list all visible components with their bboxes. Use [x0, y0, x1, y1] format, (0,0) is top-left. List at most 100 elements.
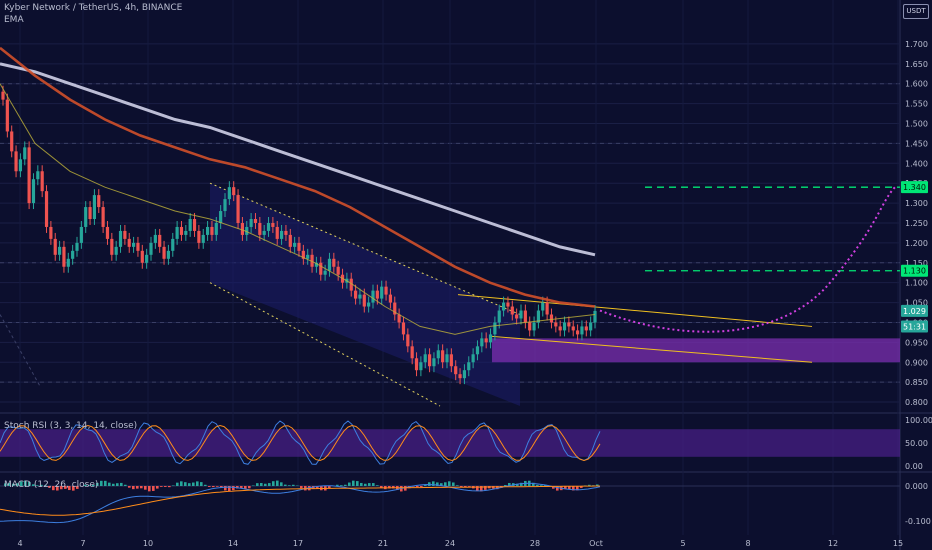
macd-histogram-bar [152, 486, 155, 491]
candle-body [227, 187, 231, 200]
candle-body [454, 366, 458, 375]
candle-body [541, 302, 545, 311]
candle-body [158, 234, 162, 247]
macd-signal-line [0, 485, 600, 516]
candle-body [49, 226, 53, 239]
price-label-text: 1.130 [903, 267, 926, 276]
candle-body [449, 354, 453, 367]
candle-body [1, 91, 5, 100]
macd-histogram-bar [120, 482, 123, 486]
macd-histogram-bar [380, 486, 383, 489]
macd-histogram-bar [288, 485, 291, 486]
candle-body [314, 262, 319, 267]
candle-body [14, 151, 18, 172]
candle-body [118, 230, 123, 247]
macd-histogram-bar [180, 481, 183, 486]
macd-histogram-bar [588, 484, 591, 486]
macd-histogram-bar [580, 486, 583, 488]
candle-body [423, 354, 427, 363]
candle-body [580, 326, 584, 335]
ema-line [0, 46, 596, 308]
candle-body [401, 322, 406, 335]
macd-histogram-bar [372, 483, 375, 486]
candle-body [219, 211, 223, 223]
macd-histogram-bar [148, 486, 151, 492]
candle-body [271, 222, 275, 227]
macd-histogram-bar [44, 485, 47, 486]
macd-histogram-bar [420, 486, 423, 488]
stoch-tick-label: 100.00 [905, 416, 932, 425]
candle-body [475, 346, 480, 355]
macd-histogram-bar [268, 483, 271, 486]
candle-body [110, 238, 114, 255]
price-tick-label: 1.100 [905, 279, 928, 288]
macd-histogram-bar [144, 486, 147, 490]
macd-histogram-bar [264, 483, 267, 486]
macd-histogram-bar [16, 483, 19, 486]
candle-body [127, 238, 131, 247]
candle-body [414, 358, 419, 371]
macd-histogram-bar [392, 486, 395, 489]
channel-upper [209, 182, 521, 315]
macd-histogram-bar [172, 485, 175, 486]
macd-histogram-bar [344, 484, 347, 486]
price-tick-label: 1.150 [905, 259, 928, 268]
stoch-band [0, 429, 900, 457]
macd-histogram-bar [496, 486, 499, 490]
x-tick-label: 8 [745, 539, 750, 548]
candle-body [36, 171, 40, 180]
macd-histogram-bar [480, 486, 483, 492]
macd-histogram-bar [140, 486, 143, 489]
price-tick-label: 1.250 [905, 219, 928, 228]
price-label-box [901, 181, 928, 194]
macd-histogram-bar [272, 481, 275, 486]
candle-body [188, 219, 192, 231]
macd-histogram-bar [36, 485, 39, 486]
candle-body [488, 334, 493, 343]
candle-body [18, 159, 23, 172]
candle-body [266, 222, 271, 231]
candle-body [545, 302, 549, 315]
candle-body [471, 354, 475, 363]
macd-tick-label: -0.100 [905, 517, 931, 526]
currency-button[interactable]: USDT [903, 4, 929, 19]
macd-histogram-bar [260, 483, 263, 486]
macd-tick-label: 0.000 [905, 482, 928, 491]
macd-histogram-bar [576, 486, 579, 491]
candle-body [397, 314, 401, 323]
candle-body [101, 207, 105, 227]
macd-histogram-bar [564, 486, 567, 489]
candle-body [88, 207, 92, 219]
price-tick-label: 0.950 [905, 338, 928, 347]
candle-body [367, 302, 371, 307]
macd-histogram-bar [208, 486, 211, 487]
candle-body [53, 238, 57, 255]
price-label-text: 1.029 [903, 307, 926, 316]
macd-histogram-bar [336, 484, 339, 486]
candle-body [327, 258, 332, 271]
candle-body [131, 242, 136, 247]
candle-body [140, 250, 144, 263]
candle-body [149, 242, 153, 255]
candle-body [301, 250, 305, 259]
macd-histogram-bar [196, 481, 199, 486]
candle-body [123, 230, 127, 239]
candle-body [567, 322, 571, 327]
candle-body [558, 326, 562, 331]
candle-body [153, 234, 157, 243]
candle-body [245, 226, 249, 235]
price-label-box [901, 320, 928, 333]
price-tick-label: 1.700 [905, 40, 928, 49]
candle-body [323, 270, 327, 275]
candle-body [523, 310, 527, 323]
projection-curve [599, 186, 896, 333]
candle-body [23, 147, 27, 160]
candle-body [571, 326, 575, 331]
macd-histogram-bar [56, 486, 59, 491]
stoch-d-line [0, 424, 601, 462]
macd-histogram-bar [228, 486, 231, 492]
macd-histogram-bar [440, 483, 443, 486]
macd-histogram-bar [160, 486, 163, 487]
macd-histogram-bar [204, 484, 207, 486]
